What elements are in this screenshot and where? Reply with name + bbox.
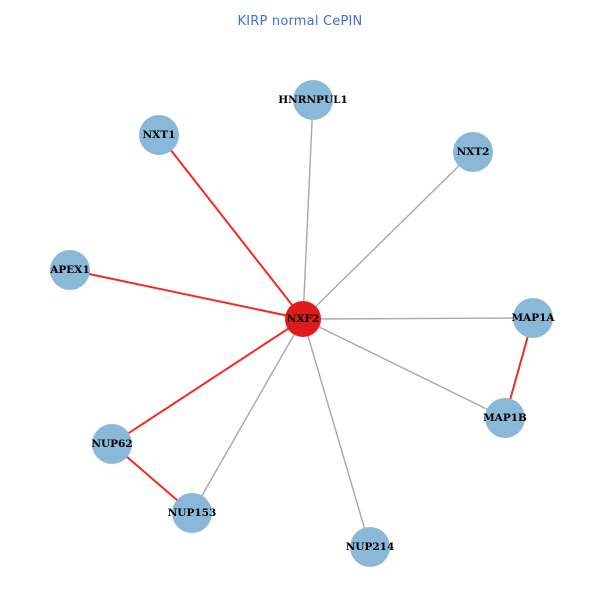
figure-title: KIRP normal CePIN [237,14,363,29]
node-nxt2[interactable]: NXT2 [453,132,493,172]
node-hnrnpul1[interactable]: HNRNPUL1 [278,80,348,120]
node-label-map1b: MAP1B [483,412,527,424]
node-label-nup62: NUP62 [91,438,132,450]
node-nup214[interactable]: NUP214 [346,527,395,567]
node-label-nup153: NUP153 [168,507,217,519]
node-circle-nxf2[interactable] [285,301,321,337]
node-nxt1[interactable]: NXT1 [139,115,179,155]
node-map1a[interactable]: MAP1A [511,298,555,338]
edge-nxf2-nxt2[interactable] [302,151,474,320]
edge-nxf2-map1a[interactable] [302,317,534,320]
node-label-map1a: MAP1A [511,312,555,324]
node-circle-nxt1[interactable] [139,115,179,155]
node-circle-hnrnpul1[interactable] [293,80,333,120]
node-circle-map1b[interactable] [485,398,525,438]
node-nup62[interactable]: NUP62 [91,424,133,464]
node-nxf2[interactable]: NXF2 [285,301,321,337]
node-circle-nup62[interactable] [92,424,132,464]
node-circle-nxt2[interactable] [453,132,493,172]
node-circle-nup214[interactable] [350,527,390,567]
node-label-nxt1: NXT1 [143,129,176,141]
node-label-nxf2: NXF2 [287,313,320,325]
edge-nxf2-nup214[interactable] [302,318,371,548]
node-circle-apex1[interactable] [50,250,90,290]
edge-nxf2-apex1[interactable] [69,269,304,320]
node-circle-nup153[interactable] [172,493,212,533]
edge-nxf2-hnrnpul1[interactable] [302,99,314,320]
node-label-nxt2: NXT2 [457,146,490,158]
node-label-apex1: APEX1 [49,264,90,276]
node-label-nup214: NUP214 [346,541,395,553]
nodes-layer: NXF2 HNRNPUL1 NXT1 NXT2 APEX1 MAP1A MAP1B NUP62… [49,80,555,567]
node-nup153[interactable]: NUP153 [168,493,217,533]
edge-nxf2-nup62[interactable] [111,318,304,445]
node-apex1[interactable]: APEX1 [49,250,90,290]
node-circle-map1a[interactable] [513,298,553,338]
node-map1b[interactable]: MAP1B [483,398,527,438]
node-label-hnrnpul1: HNRNPUL1 [278,94,348,106]
edge-nxf2-nxt1[interactable] [158,134,304,320]
edge-nxf2-nup153[interactable] [191,318,304,514]
edge-nxf2-map1b[interactable] [302,318,506,419]
